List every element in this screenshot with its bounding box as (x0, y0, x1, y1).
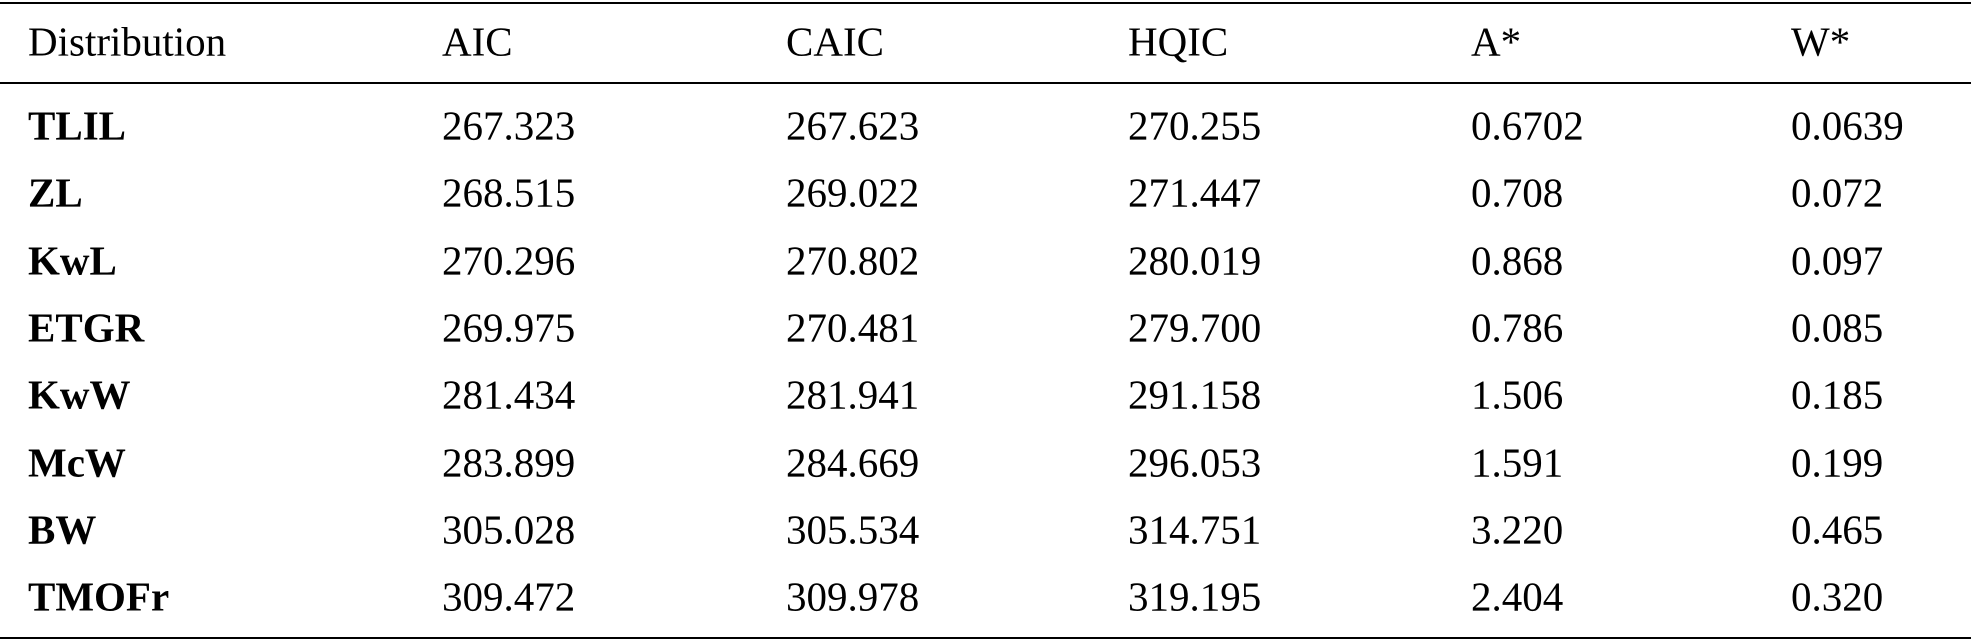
cell: 0.0639 (1791, 102, 1904, 149)
cell: 270.296 (442, 237, 576, 284)
row-label: McW (28, 439, 126, 485)
cell: 0.465 (1791, 506, 1884, 553)
cell: 0.199 (1791, 439, 1884, 485)
cell: 3.220 (1471, 506, 1564, 553)
header-cell: W* (1791, 18, 1851, 65)
cell: 0.320 (1791, 573, 1884, 620)
cell: 267.623 (786, 102, 920, 149)
row-label: KwW (28, 371, 131, 418)
cell: 281.434 (442, 371, 576, 418)
cell: 271.447 (1128, 169, 1262, 216)
cell: 267.323 (442, 102, 576, 149)
cell: 0.185 (1791, 371, 1884, 418)
top-rule (0, 2, 1971, 4)
cell: 283.899 (442, 439, 576, 485)
cell: 284.669 (786, 439, 920, 485)
header-cell: AIC (442, 18, 513, 65)
cell: 0.708 (1471, 169, 1564, 216)
header-cell: Distribution (28, 18, 227, 65)
cell: 0.6702 (1471, 102, 1584, 149)
cell: 1.506 (1471, 371, 1564, 418)
cell: 0.085 (1791, 304, 1884, 351)
cell: 296.053 (1128, 439, 1262, 485)
cell: 2.404 (1471, 573, 1564, 620)
cell: 314.751 (1128, 506, 1262, 553)
cell: 269.022 (786, 169, 920, 216)
row-label: TMOFr (28, 573, 170, 620)
cell: 0.097 (1791, 237, 1884, 284)
cell: 270.481 (786, 304, 920, 351)
cell: 280.019 (1128, 237, 1262, 284)
header-rule (0, 82, 1971, 84)
header-cell: A* (1471, 18, 1522, 65)
cell: 309.978 (786, 573, 920, 620)
header-cell: CAIC (786, 18, 884, 65)
cell: 268.515 (442, 169, 576, 216)
cell: 270.255 (1128, 102, 1262, 149)
cell: 0.072 (1791, 169, 1884, 216)
bottom-rule (0, 637, 1971, 639)
row-label: ZL (28, 169, 83, 216)
cell: 281.941 (786, 371, 920, 418)
cell: 0.786 (1471, 304, 1564, 351)
cell: 269.975 (442, 304, 576, 351)
row-label: ETGR (28, 304, 145, 351)
row-label: TLIL (28, 102, 126, 149)
cell: 319.195 (1128, 573, 1262, 620)
row-label: KwL (28, 237, 117, 284)
cell: 305.028 (442, 506, 576, 553)
cell: 309.472 (442, 573, 576, 620)
cell: 279.700 (1128, 304, 1262, 351)
cell: 291.158 (1128, 371, 1262, 418)
cell: 270.802 (786, 237, 920, 284)
cell: 1.591 (1471, 439, 1564, 485)
cell: 305.534 (786, 506, 920, 553)
row-label: BW (28, 506, 97, 553)
header-cell: HQIC (1128, 18, 1229, 65)
cell: 0.868 (1471, 237, 1564, 284)
